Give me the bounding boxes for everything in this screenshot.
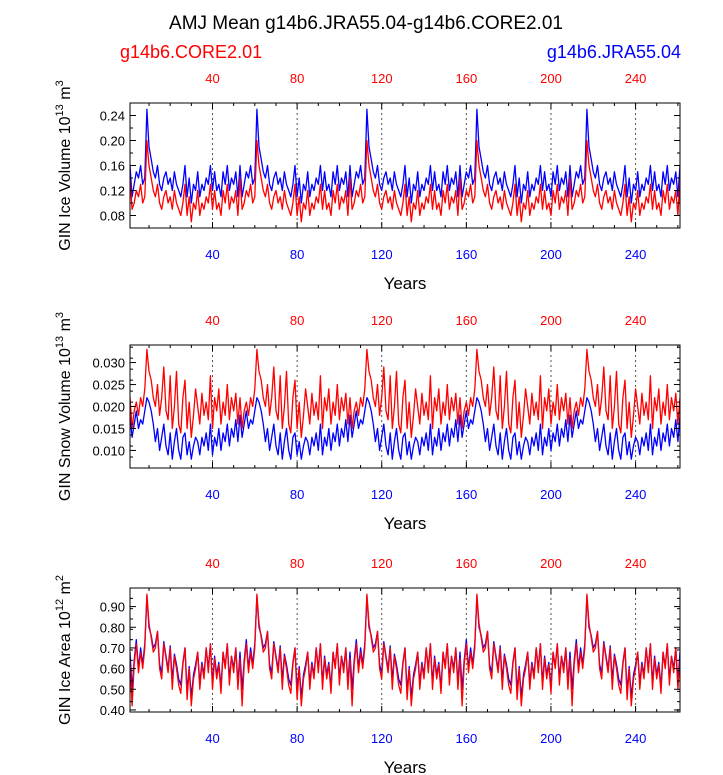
x-tick-label: 40 [205,247,219,262]
y-axis-title-name: GIN Ice Volume 10 [57,116,74,250]
y-tick-label: 0.010 [92,443,125,458]
chart-panels: 404080801201201601602002002402400.080.12… [54,71,681,775]
y-tick-label: 0.90 [100,600,125,615]
x-tick-label-top: 80 [290,71,304,86]
legend-jra: g14b6.JRA55.04 [547,42,681,62]
y-tick-label: 0.030 [92,356,125,371]
x-axis-title: Years [384,758,427,775]
x-tick-label: 120 [371,247,393,262]
y-tick-label: 0.08 [100,209,125,224]
x-tick-label-top: 120 [371,556,393,571]
y-tick-label: 0.24 [100,109,125,124]
x-tick-label: 40 [205,487,219,502]
x-tick-label: 40 [205,731,219,746]
y-axis-title: GIN Ice Area 1012 m2 [54,575,74,725]
x-tick-label-top: 40 [205,313,219,328]
x-tick-label: 160 [455,247,477,262]
x-tick-label-top: 80 [290,313,304,328]
y-axis-title-unit-exponent: 2 [54,575,66,581]
y-tick-label: 0.20 [100,134,125,149]
x-tick-label-top: 200 [540,71,562,86]
x-tick-label: 80 [290,731,304,746]
legend-core: g14b6.CORE2.01 [120,42,262,62]
y-tick-label: 0.60 [100,662,125,677]
x-tick-label: 120 [371,487,393,502]
x-tick-label-top: 80 [290,556,304,571]
x-tick-label-top: 120 [371,71,393,86]
y-axis-title-unit-exponent: 3 [54,80,66,86]
y-axis-title-name: GIN Ice Area 10 [57,611,74,725]
x-axis-title: Years [384,514,427,533]
y-axis-title-unit-exponent: 3 [54,312,66,318]
x-tick-label: 200 [540,487,562,502]
y-axis-title-name: GIN Snow Volume 10 [57,348,74,501]
x-tick-label: 200 [540,247,562,262]
chart-panel-2: 40 40 80 80 120 120 160 160 200 200 240 240 0.010 0.0… [54,312,681,533]
y-axis-title-unit: m [57,581,74,599]
x-tick-label-top: 120 [371,313,393,328]
y-axis-title-exponent: 13 [54,336,66,348]
x-tick-label-top: 160 [455,556,477,571]
y-tick-label: 0.50 [100,682,125,697]
y-tick-label: 0.020 [92,400,125,415]
y-tick-label: 0.12 [100,184,125,199]
x-tick-label-top: 40 [205,556,219,571]
y-tick-label: 0.40 [100,703,125,718]
x-tick-label: 160 [455,731,477,746]
y-axis-title: GIN Ice Volume 1013 m3 [54,80,74,250]
series-line-core [130,593,680,707]
chart-panel-1: 40 40 80 80 120 120 160 160 200 200 240 240 0.08 0.12… [54,71,681,293]
chart-panel-3: 40 40 80 80 120 120 160 160 200 200 240 240 0.40 0.50… [54,556,681,775]
x-tick-label-top: 160 [455,313,477,328]
x-axis-title: Years [384,274,427,293]
series-line-core [130,139,680,223]
x-tick-label: 120 [371,731,393,746]
x-tick-label-top: 40 [205,71,219,86]
x-tick-label-top: 240 [625,71,647,86]
x-tick-label: 80 [290,247,304,262]
x-tick-label: 240 [625,247,647,262]
x-tick-label: 80 [290,487,304,502]
y-axis-title-unit: m [57,86,74,104]
y-tick-label: 0.80 [100,620,125,635]
series-line-jra [130,108,680,204]
y-axis-title-exponent: 13 [54,104,66,116]
series-line-jra [130,397,680,460]
x-tick-label-top: 200 [540,556,562,571]
x-tick-label-top: 200 [540,313,562,328]
y-axis-title-exponent: 12 [54,599,66,611]
series-line-core [130,348,680,438]
y-tick-label: 0.015 [92,421,125,436]
y-axis-title: GIN Snow Volume 1013 m3 [54,312,74,501]
y-tick-label: 0.025 [92,378,125,393]
x-tick-label: 240 [625,731,647,746]
y-axis-title-unit: m [57,318,74,336]
figure-title: AMJ Mean g14b6.JRA55.04-g14b6.CORE2.01 [169,13,563,34]
x-tick-label-top: 240 [625,556,647,571]
x-tick-label: 160 [455,487,477,502]
x-tick-label: 200 [540,731,562,746]
x-tick-label-top: 240 [625,313,647,328]
x-tick-label: 240 [625,487,647,502]
y-tick-label: 0.16 [100,159,125,174]
x-tick-label-top: 160 [455,71,477,86]
y-tick-label: 0.70 [100,641,125,656]
